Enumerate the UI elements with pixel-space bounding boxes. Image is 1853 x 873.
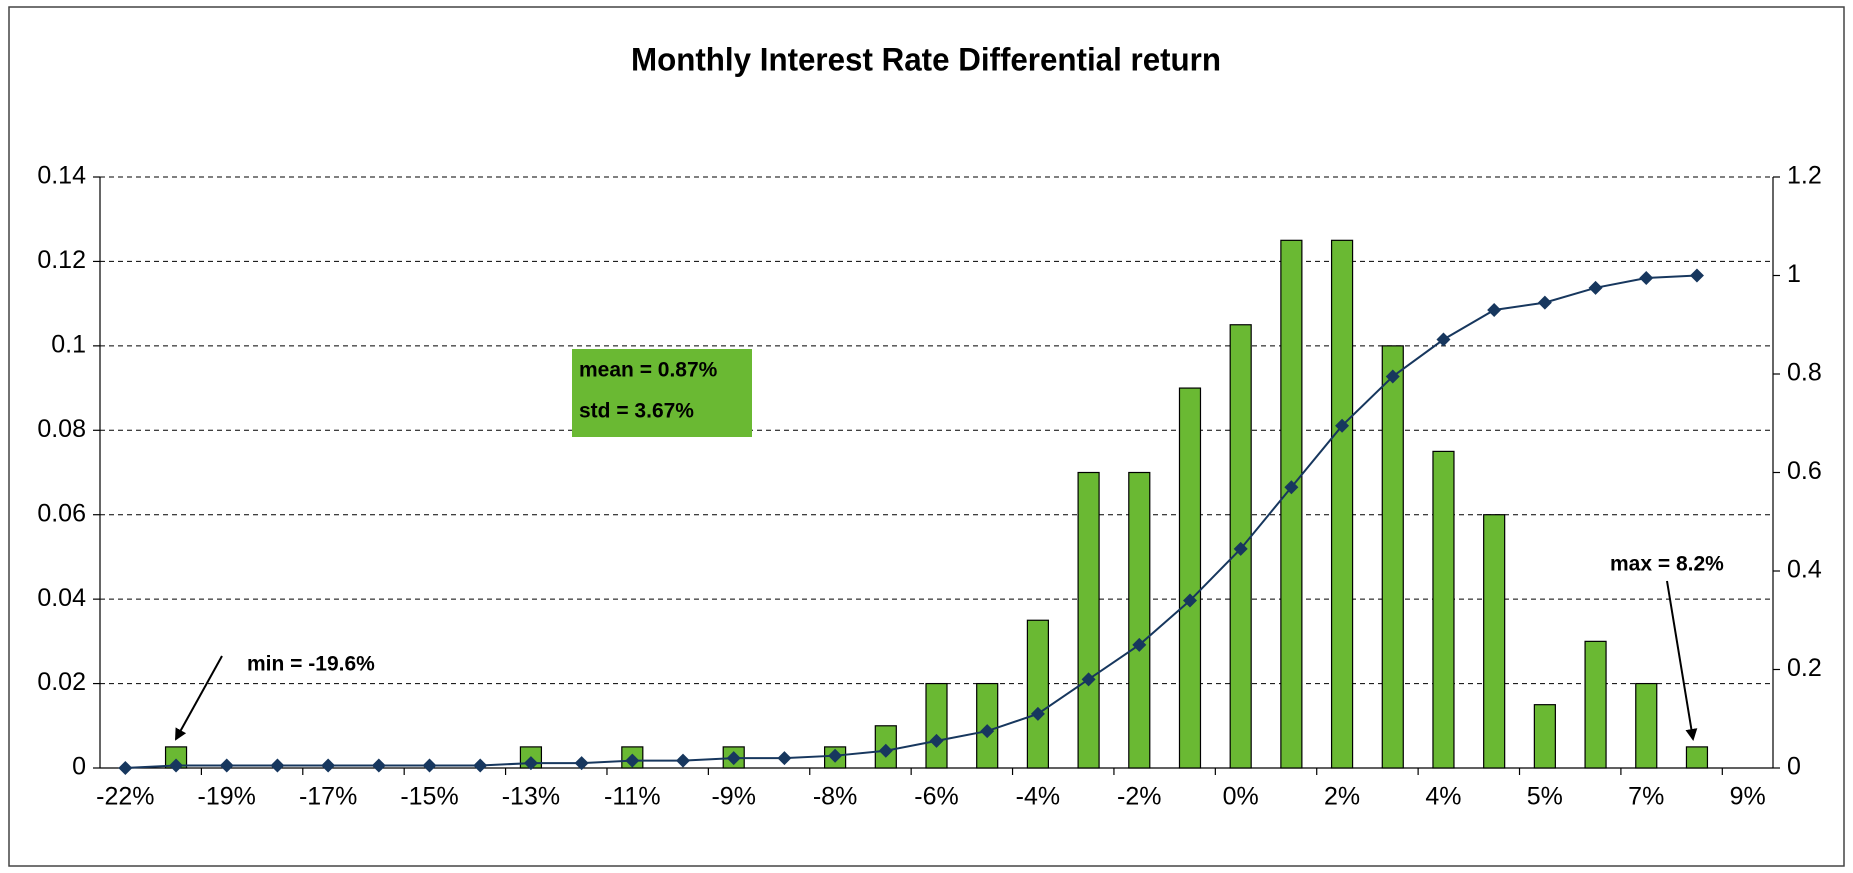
min-annotation: min = -19.6%	[247, 653, 375, 676]
line-marker	[676, 753, 691, 768]
line-marker	[929, 733, 944, 748]
max-annotation: max = 8.2%	[1610, 553, 1724, 576]
mean-annotation: mean = 0.87%	[579, 359, 718, 382]
min-arrow	[175, 655, 223, 741]
line-marker	[422, 758, 437, 773]
bar	[1432, 450, 1455, 769]
x-tick-label: 0%	[1223, 783, 1259, 811]
line-marker	[1487, 302, 1502, 317]
bar	[925, 682, 948, 769]
bar	[1685, 746, 1709, 769]
y2-tick-label: 0.4	[1787, 556, 1822, 584]
max-arrow	[1666, 580, 1698, 741]
bar	[1635, 682, 1658, 769]
bar	[1128, 471, 1151, 769]
y2-tick-label: 0.6	[1787, 457, 1822, 485]
plot-area: 0 0.02 0.04 0.06 0.08 0.1 0.12 0.14 0 0.2 0.4 0.6 0.…	[37, 162, 1822, 811]
line-marker	[118, 761, 133, 775]
line-marker	[878, 743, 893, 758]
y2-tick-label: 1	[1787, 260, 1801, 288]
bar	[1077, 471, 1100, 769]
line-marker	[625, 753, 640, 768]
x-tick-label: 5%	[1527, 783, 1563, 811]
line-marker	[219, 758, 234, 773]
bar	[1483, 514, 1506, 769]
line-marker	[574, 756, 589, 771]
line-marker	[1385, 369, 1400, 384]
y-tick-label: 0.08	[37, 415, 86, 443]
bar	[1178, 387, 1202, 769]
x-tick-label: -15%	[400, 783, 458, 811]
line-marker	[726, 751, 741, 766]
y-tick-label: 0.02	[37, 668, 86, 696]
x-tick-label: -13%	[502, 783, 560, 811]
line-marker	[1689, 268, 1704, 283]
chart-title: Monthly Interest Rate Differential retur…	[631, 41, 1221, 77]
x-tick-label: 4%	[1425, 783, 1461, 811]
x-tick-label: 9%	[1730, 783, 1766, 811]
cumulative-line	[125, 274, 1697, 769]
x-tick-label: -22%	[96, 783, 154, 811]
line-marker	[828, 748, 843, 763]
line-marker	[523, 756, 538, 771]
line-marker	[371, 758, 386, 773]
line-marker	[1537, 295, 1552, 310]
x-tick-label: 2%	[1324, 783, 1360, 811]
line-marker	[1182, 593, 1197, 608]
line-marker	[1284, 480, 1299, 495]
bar	[1584, 640, 1607, 769]
line-marker	[1639, 270, 1654, 285]
line-marker	[1030, 706, 1045, 721]
y-tick-label: 0.06	[37, 499, 86, 527]
line-marker	[270, 758, 285, 773]
y-tick-label: 0.14	[37, 162, 86, 190]
bar	[1381, 345, 1404, 769]
x-tick-label: -8%	[813, 783, 857, 811]
x-tick-label: -11%	[604, 783, 661, 811]
y-tick-label: 0.1	[51, 330, 86, 358]
x-tick-label: 7%	[1628, 783, 1664, 811]
stats-box	[572, 349, 752, 437]
y2-tick-label: 0.8	[1787, 359, 1822, 387]
y-tick-label: 0.12	[37, 246, 86, 274]
line-marker	[1081, 672, 1096, 687]
line-marker	[1588, 280, 1603, 295]
x-tick-label: -4%	[1016, 783, 1060, 811]
line-marker	[1132, 637, 1147, 652]
line-marker	[1335, 418, 1350, 433]
x-tick-label: -2%	[1117, 783, 1161, 811]
x-tick-label: -9%	[711, 783, 755, 811]
line-marker	[777, 751, 792, 766]
x-tick-label: -17%	[299, 783, 357, 811]
line-marker	[169, 758, 184, 773]
line-marker	[980, 724, 995, 739]
bar	[1330, 239, 1354, 769]
y2-tick-label: 1.2	[1787, 162, 1822, 190]
y2-tick-label: 0.2	[1787, 654, 1822, 682]
y-tick-label: 0.04	[37, 584, 86, 612]
bar	[1026, 619, 1049, 769]
line-marker	[1233, 541, 1248, 556]
x-tick-label: -6%	[914, 783, 958, 811]
x-tick-label: -19%	[198, 783, 256, 811]
std-annotation: std = 3.67%	[579, 400, 694, 423]
line-marker	[473, 758, 488, 773]
line-marker	[321, 758, 336, 773]
bar	[1280, 239, 1303, 769]
line-marker	[1436, 332, 1451, 347]
y2-tick-label: 0	[1787, 753, 1801, 781]
y-tick-label: 0	[72, 753, 86, 781]
bar	[1533, 704, 1556, 769]
